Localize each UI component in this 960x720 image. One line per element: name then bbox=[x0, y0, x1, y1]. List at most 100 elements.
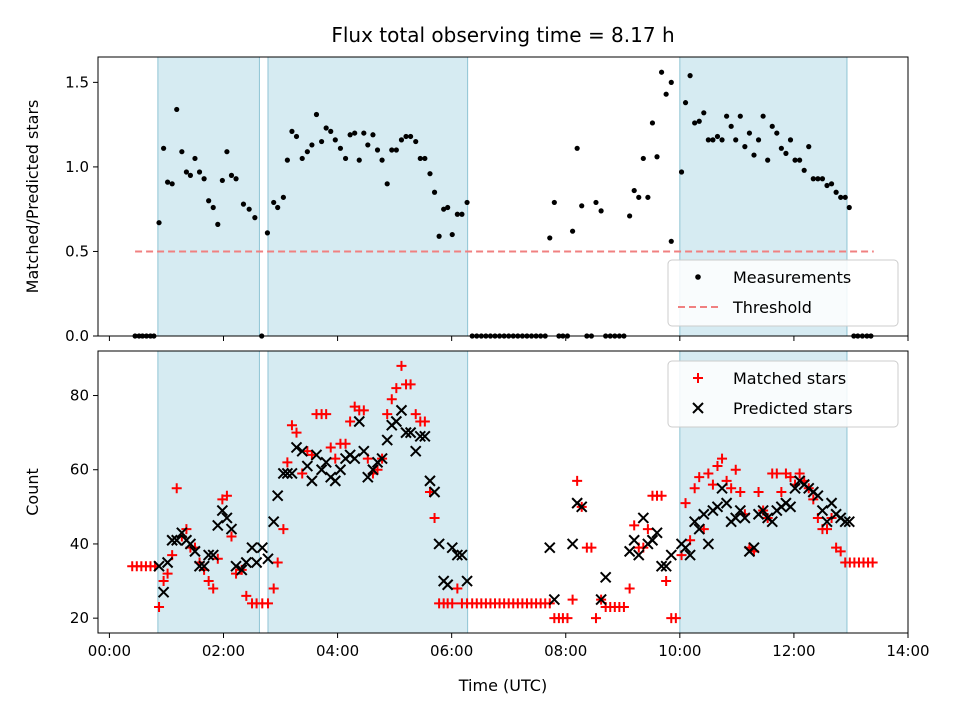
measurement-point bbox=[760, 113, 766, 119]
measurement-point bbox=[636, 194, 642, 200]
measurement-point bbox=[436, 233, 442, 239]
predicted-stars-point bbox=[702, 538, 715, 550]
predicted-stars-point bbox=[277, 467, 290, 480]
predicted-stars-point bbox=[720, 497, 733, 509]
measurement-point bbox=[169, 181, 175, 187]
predicted-stars-point bbox=[390, 415, 403, 428]
predicted-stars-point bbox=[267, 515, 280, 528]
measurement-point bbox=[210, 204, 216, 211]
matched-stars-point bbox=[345, 416, 356, 427]
predicted-stars-point bbox=[216, 504, 229, 517]
matched-stars-point bbox=[330, 453, 341, 464]
legend: Matched stars Predicted stars bbox=[667, 360, 899, 428]
measurement-point bbox=[828, 181, 835, 187]
measurement-point bbox=[728, 123, 734, 129]
matched-stars-point bbox=[286, 420, 297, 431]
measurement-point bbox=[384, 181, 390, 187]
matched-stars-point bbox=[822, 524, 832, 535]
predicted-stars-point bbox=[766, 515, 778, 528]
measurement-point bbox=[164, 179, 171, 185]
measurement-point bbox=[403, 133, 409, 140]
predicted-stars-point bbox=[410, 445, 422, 457]
predicted-stars-point bbox=[424, 475, 436, 487]
measurement-point bbox=[361, 130, 367, 136]
measurement-point bbox=[347, 132, 353, 138]
measurement-point bbox=[445, 204, 451, 211]
legend-marker-measurements bbox=[695, 274, 701, 280]
y-tick-label: 80 bbox=[70, 387, 89, 405]
top-panel-measurements: 0.0 0.5 1.0 1.5 Matched/Predicted stars Measu… bbox=[23, 56, 909, 345]
measurement-point bbox=[449, 231, 455, 238]
predicted-stars-point bbox=[688, 515, 701, 528]
matched-stars-point bbox=[226, 531, 237, 542]
measurement-point bbox=[332, 137, 338, 143]
matched-stars-point bbox=[410, 409, 421, 420]
measurement-point bbox=[569, 228, 576, 234]
legend-label: Matched stars bbox=[733, 369, 846, 388]
matched-stars-point bbox=[262, 598, 273, 609]
measurement-point bbox=[183, 169, 190, 175]
measurement-point bbox=[640, 155, 646, 162]
matched-stars-point bbox=[726, 483, 737, 494]
predicted-stars-point bbox=[825, 497, 838, 509]
measurement-point bbox=[547, 235, 553, 241]
y-tick-label: 0.0 bbox=[65, 327, 89, 345]
measurement-point bbox=[413, 138, 419, 145]
predicted-stars-point bbox=[286, 467, 298, 480]
predicted-stars-point bbox=[698, 508, 710, 520]
measurement-point bbox=[192, 155, 198, 162]
matched-stars-point bbox=[867, 557, 878, 568]
measurement-point bbox=[219, 177, 225, 184]
predicted-stars-point bbox=[812, 490, 824, 502]
predicted-stars-point bbox=[246, 541, 258, 554]
measurement-point bbox=[819, 176, 826, 182]
matched-stars-point bbox=[429, 512, 440, 523]
predicted-stars-point bbox=[839, 515, 851, 528]
measurement-point bbox=[398, 137, 405, 143]
measurement-point bbox=[293, 133, 300, 140]
legend-marker-matched-stars bbox=[693, 373, 703, 383]
measurement-point bbox=[280, 194, 286, 200]
predicted-stars-point bbox=[451, 549, 464, 561]
measurement-point bbox=[631, 187, 637, 194]
matched-stars-point bbox=[590, 613, 601, 624]
measurement-point bbox=[246, 206, 252, 212]
matched-stars-point bbox=[386, 394, 397, 405]
axes-frame bbox=[97, 350, 909, 634]
observing-window-2 bbox=[267, 350, 469, 634]
predicted-stars-point bbox=[548, 593, 561, 606]
predicted-stars-point bbox=[693, 523, 705, 535]
predicted-stars-point bbox=[757, 504, 769, 517]
measurement-point bbox=[240, 201, 247, 207]
predicted-stars-point bbox=[679, 541, 692, 554]
measurement-point bbox=[309, 142, 315, 148]
predicted-stars-point bbox=[428, 486, 441, 498]
matched-stars-point bbox=[776, 487, 787, 497]
predicted-stars-point bbox=[221, 512, 233, 524]
measurement-point bbox=[201, 176, 207, 182]
predicted-stars-point bbox=[576, 501, 588, 513]
measurement-point bbox=[724, 113, 730, 119]
matched-stars-point bbox=[794, 468, 805, 479]
measurement-point bbox=[746, 130, 753, 136]
matched-stars-point bbox=[447, 598, 458, 609]
measurement-point bbox=[459, 211, 465, 217]
measurement-point bbox=[751, 152, 757, 158]
x-tick-label: 14:00 bbox=[886, 642, 929, 660]
matched-stars-point bbox=[162, 568, 173, 579]
measurement-point bbox=[417, 155, 423, 162]
x-tick-label: 04:00 bbox=[316, 642, 359, 660]
measurement-point bbox=[787, 137, 794, 143]
predicted-stars-point bbox=[290, 441, 303, 454]
matched-stars-point bbox=[208, 583, 219, 594]
predicted-stars-point bbox=[734, 504, 747, 517]
measurement-point bbox=[701, 110, 707, 116]
x-tick-label: 00:00 bbox=[88, 642, 131, 660]
measurement-point bbox=[649, 120, 656, 126]
measurement-point bbox=[842, 194, 848, 200]
series-predicted-stars bbox=[153, 404, 855, 606]
predicted-stars-point bbox=[595, 593, 607, 606]
predicted-stars-point bbox=[446, 541, 458, 554]
measurement-point bbox=[579, 203, 585, 209]
y-tick-label: 60 bbox=[70, 461, 89, 479]
